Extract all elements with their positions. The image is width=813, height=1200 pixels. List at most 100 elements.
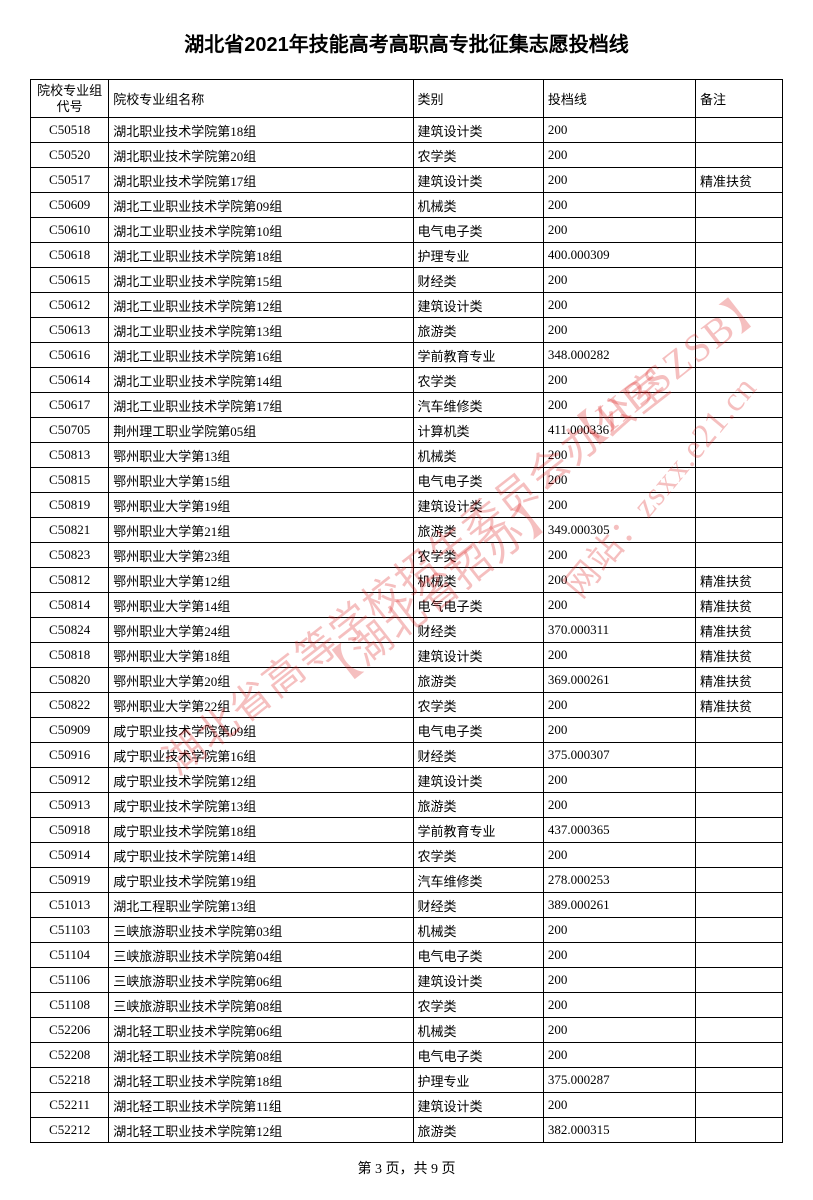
table-row: C50918咸宁职业技术学院第18组学前教育专业437.000365: [31, 818, 783, 843]
cell-code: C50614: [31, 368, 109, 393]
cell-name: 湖北工业职业技术学院第13组: [109, 318, 413, 343]
cell-note: [696, 393, 783, 418]
cell-score: 349.000305: [543, 518, 695, 543]
cell-name: 鄂州职业大学第12组: [109, 568, 413, 593]
table-row: C50912咸宁职业技术学院第12组建筑设计类200: [31, 768, 783, 793]
cell-cat: 建筑设计类: [413, 168, 543, 193]
cell-code: C50819: [31, 493, 109, 518]
cell-score: 200: [543, 143, 695, 168]
cell-name: 咸宁职业技术学院第18组: [109, 818, 413, 843]
cell-cat: 建筑设计类: [413, 493, 543, 518]
cell-code: C52211: [31, 1093, 109, 1118]
cell-note: [696, 118, 783, 143]
table-row: C50612湖北工业职业技术学院第12组建筑设计类200: [31, 293, 783, 318]
table-row: C50822鄂州职业大学第22组农学类200精准扶贫: [31, 693, 783, 718]
table-row: C50520湖北职业技术学院第20组农学类200: [31, 143, 783, 168]
cell-code: C50914: [31, 843, 109, 868]
cell-code: C50609: [31, 193, 109, 218]
cell-cat: 学前教育专业: [413, 343, 543, 368]
col-header-code: 院校专业组 代号: [31, 80, 109, 118]
cell-name: 荆州理工职业学院第05组: [109, 418, 413, 443]
cell-note: [696, 868, 783, 893]
cell-note: [696, 793, 783, 818]
cell-score: 200: [543, 193, 695, 218]
cell-code: C50913: [31, 793, 109, 818]
cell-note: [696, 743, 783, 768]
cell-score: 369.000261: [543, 668, 695, 693]
col-header-name: 院校专业组名称: [109, 80, 413, 118]
cell-score: 400.000309: [543, 243, 695, 268]
cell-note: [696, 768, 783, 793]
cell-name: 三峡旅游职业技术学院第04组: [109, 943, 413, 968]
cell-score: 200: [543, 968, 695, 993]
cell-score: 200: [543, 768, 695, 793]
table-row: C50819鄂州职业大学第19组建筑设计类200: [31, 493, 783, 518]
cell-note: [696, 268, 783, 293]
cell-cat: 旅游类: [413, 668, 543, 693]
cell-note: [696, 193, 783, 218]
cell-code: C51103: [31, 918, 109, 943]
cell-cat: 学前教育专业: [413, 818, 543, 843]
table-row: C50814鄂州职业大学第14组电气电子类200精准扶贫: [31, 593, 783, 618]
cell-note: [696, 493, 783, 518]
cell-note: 精准扶贫: [696, 168, 783, 193]
cell-score: 200: [543, 568, 695, 593]
table-row: C50616湖北工业职业技术学院第16组学前教育专业348.000282: [31, 343, 783, 368]
cell-cat: 建筑设计类: [413, 118, 543, 143]
cell-cat: 机械类: [413, 443, 543, 468]
cell-note: [696, 893, 783, 918]
table-row: C51108三峡旅游职业技术学院第08组农学类200: [31, 993, 783, 1018]
cell-name: 湖北职业技术学院第20组: [109, 143, 413, 168]
cell-note: [696, 143, 783, 168]
cell-name: 鄂州职业大学第23组: [109, 543, 413, 568]
cell-score: 348.000282: [543, 343, 695, 368]
table-row: C50617湖北工业职业技术学院第17组汽车维修类200: [31, 393, 783, 418]
cell-score: 278.000253: [543, 868, 695, 893]
cell-name: 三峡旅游职业技术学院第08组: [109, 993, 413, 1018]
cell-cat: 电气电子类: [413, 218, 543, 243]
cell-note: [696, 243, 783, 268]
cell-cat: 建筑设计类: [413, 768, 543, 793]
cell-name: 湖北轻工职业技术学院第08组: [109, 1043, 413, 1068]
cell-name: 咸宁职业技术学院第19组: [109, 868, 413, 893]
cell-cat: 农学类: [413, 143, 543, 168]
table-row: C50518湖北职业技术学院第18组建筑设计类200: [31, 118, 783, 143]
cell-note: 精准扶贫: [696, 668, 783, 693]
cell-note: [696, 218, 783, 243]
cell-code: C51108: [31, 993, 109, 1018]
table-row: C50919咸宁职业技术学院第19组汽车维修类278.000253: [31, 868, 783, 893]
table-row: C50913咸宁职业技术学院第13组旅游类200: [31, 793, 783, 818]
cell-score: 200: [543, 793, 695, 818]
cell-code: C50610: [31, 218, 109, 243]
cell-code: C52206: [31, 1018, 109, 1043]
cell-score: 200: [543, 993, 695, 1018]
table-row: C52218湖北轻工职业技术学院第18组护理专业375.000287: [31, 1068, 783, 1093]
score-table: 院校专业组 代号 院校专业组名称 类别 投档线 备注 C50518湖北职业技术学…: [30, 79, 783, 1143]
table-row: C50813鄂州职业大学第13组机械类200: [31, 443, 783, 468]
cell-note: [696, 943, 783, 968]
table-row: C50517湖北职业技术学院第17组建筑设计类200精准扶贫: [31, 168, 783, 193]
cell-cat: 农学类: [413, 993, 543, 1018]
col-header-score: 投档线: [543, 80, 695, 118]
cell-name: 三峡旅游职业技术学院第06组: [109, 968, 413, 993]
cell-score: 200: [543, 468, 695, 493]
cell-score: 200: [543, 943, 695, 968]
cell-score: 200: [543, 1093, 695, 1118]
cell-score: 200: [543, 168, 695, 193]
cell-name: 咸宁职业技术学院第13组: [109, 793, 413, 818]
cell-note: [696, 543, 783, 568]
cell-note: 精准扶贫: [696, 618, 783, 643]
cell-note: [696, 368, 783, 393]
col-header-category: 类别: [413, 80, 543, 118]
cell-code: C50520: [31, 143, 109, 168]
cell-score: 200: [543, 693, 695, 718]
cell-name: 湖北职业技术学院第17组: [109, 168, 413, 193]
table-row: C50818鄂州职业大学第18组建筑设计类200精准扶贫: [31, 643, 783, 668]
cell-code: C50909: [31, 718, 109, 743]
cell-name: 湖北工业职业技术学院第10组: [109, 218, 413, 243]
cell-code: C50818: [31, 643, 109, 668]
cell-cat: 建筑设计类: [413, 643, 543, 668]
cell-note: [696, 843, 783, 868]
cell-code: C50618: [31, 243, 109, 268]
cell-score: 389.000261: [543, 893, 695, 918]
